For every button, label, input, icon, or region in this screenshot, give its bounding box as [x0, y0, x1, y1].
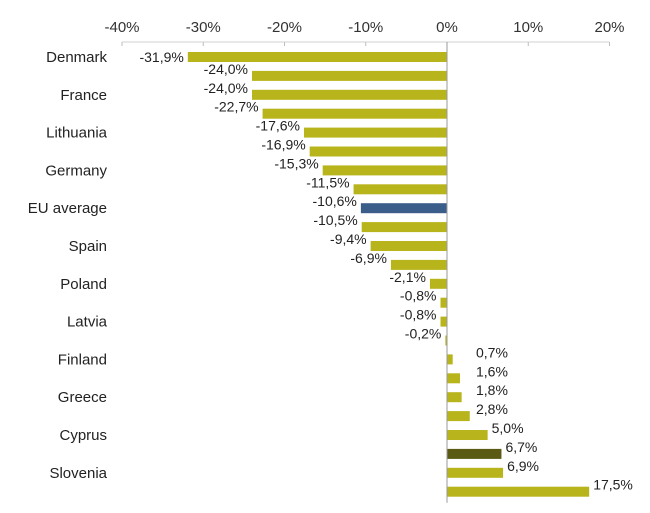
value-label: -6,9%: [350, 250, 387, 266]
bar-eu-average: [360, 203, 447, 214]
bar-latvia: [440, 316, 447, 327]
bar-slovenia: [447, 467, 504, 478]
bar-greece: [447, 392, 462, 403]
category-label: Slovenia: [49, 465, 107, 482]
category-label: EU average: [28, 200, 107, 217]
bar-denmark: [187, 52, 447, 62]
bar-row-20: [447, 411, 470, 422]
category-label: Denmark: [46, 49, 107, 66]
x-tick-label: -40%: [104, 19, 139, 36]
bar-row-12: [390, 259, 447, 270]
category-label: Latvia: [67, 314, 108, 331]
bar-row-16: [445, 335, 447, 346]
bar-row-6: [309, 146, 447, 157]
value-label: -24,0%: [204, 80, 248, 96]
bar-row-4: [262, 108, 447, 119]
x-tick-label: 10%: [513, 19, 543, 36]
category-label: Germany: [45, 162, 107, 179]
bar-spain: [370, 241, 447, 251]
bar-row-10: [361, 222, 447, 233]
value-label: -0,2%: [405, 326, 442, 342]
x-tick-label: 0%: [436, 19, 458, 36]
bar-poland: [429, 278, 447, 289]
bar-row-18: [447, 373, 460, 384]
x-tick-label: -30%: [186, 19, 221, 36]
bar-germany: [322, 165, 447, 176]
x-tick-label: -20%: [267, 19, 302, 36]
value-label: 2,8%: [476, 401, 508, 417]
value-label: -0,8%: [400, 307, 437, 323]
value-label: -17,6%: [256, 118, 300, 134]
bar-row-14: [440, 297, 447, 308]
bar-row-8: [353, 184, 447, 195]
value-label: -11,5%: [306, 174, 349, 190]
value-label: -31,9%: [139, 49, 183, 65]
category-label: Spain: [69, 238, 107, 255]
category-label: Finland: [58, 351, 107, 368]
bar-row-24: [447, 486, 590, 497]
category-labels: Denmark France Lithuania Germany EU average S…: [28, 49, 108, 482]
bar-finland: [447, 354, 453, 365]
x-tick-label: 20%: [594, 19, 624, 36]
value-label: 0,7%: [476, 344, 508, 360]
value-label: 5,0%: [492, 420, 524, 436]
value-label: -2,1%: [389, 269, 426, 285]
value-label: -16,9%: [261, 137, 305, 153]
category-label: Poland: [60, 276, 107, 293]
bar-row-22: [447, 448, 502, 459]
category-label: France: [60, 87, 107, 104]
category-label: Cyprus: [59, 427, 107, 444]
value-label: -10,6%: [313, 193, 357, 209]
bar-lithuania: [304, 127, 447, 138]
value-labels: -31,9% -24,0% -24,0% -22,7% -17,6% -16,9% -15,…: [139, 49, 632, 493]
value-label: -22,7%: [214, 99, 258, 115]
x-tick-label: -10%: [348, 19, 383, 36]
category-label: Lithuania: [46, 125, 108, 142]
value-label: 17,5%: [593, 477, 633, 493]
bars: [187, 52, 590, 497]
value-label: -24,0%: [204, 61, 248, 77]
value-label: 1,6%: [476, 363, 508, 379]
value-label: 6,9%: [507, 458, 539, 474]
bar-cyprus: [447, 430, 488, 440]
bar-france: [252, 89, 447, 100]
value-label: 1,8%: [476, 382, 508, 398]
category-label: Greece: [58, 389, 107, 406]
value-label: -0,8%: [400, 288, 437, 304]
value-label: -15,3%: [274, 155, 318, 171]
value-label: -10,5%: [313, 212, 357, 228]
x-axis-ticks: -40% -30% -20% -10% 0% 10% 20%: [104, 19, 625, 46]
bar-row-2: [252, 70, 447, 81]
value-label: 6,7%: [505, 439, 537, 455]
value-label: -9,4%: [330, 231, 367, 247]
